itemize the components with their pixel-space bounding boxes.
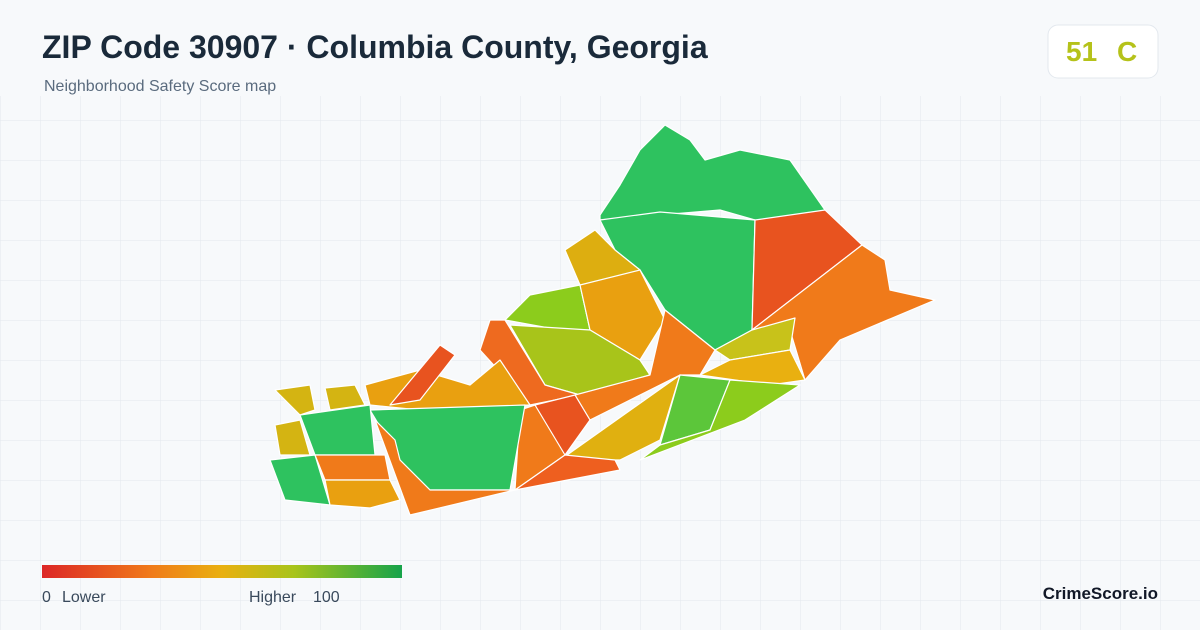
brand: CrimeScore.io bbox=[1043, 584, 1158, 603]
title: ZIP Code 30907 · Columbia County, Georgi… bbox=[42, 29, 708, 65]
legend-max-label: Higher bbox=[249, 589, 297, 606]
legend-bar bbox=[42, 565, 402, 578]
score-badge bbox=[1047, 24, 1159, 79]
legend-min-label: Lower bbox=[62, 589, 106, 606]
score: 51 bbox=[1066, 36, 1097, 67]
grade: C bbox=[1117, 36, 1137, 67]
legend-max: 100 bbox=[313, 589, 340, 606]
subtitle: Neighborhood Safety Score map bbox=[44, 78, 276, 95]
map bbox=[269, 124, 936, 516]
legend-min: 0 bbox=[42, 589, 51, 606]
